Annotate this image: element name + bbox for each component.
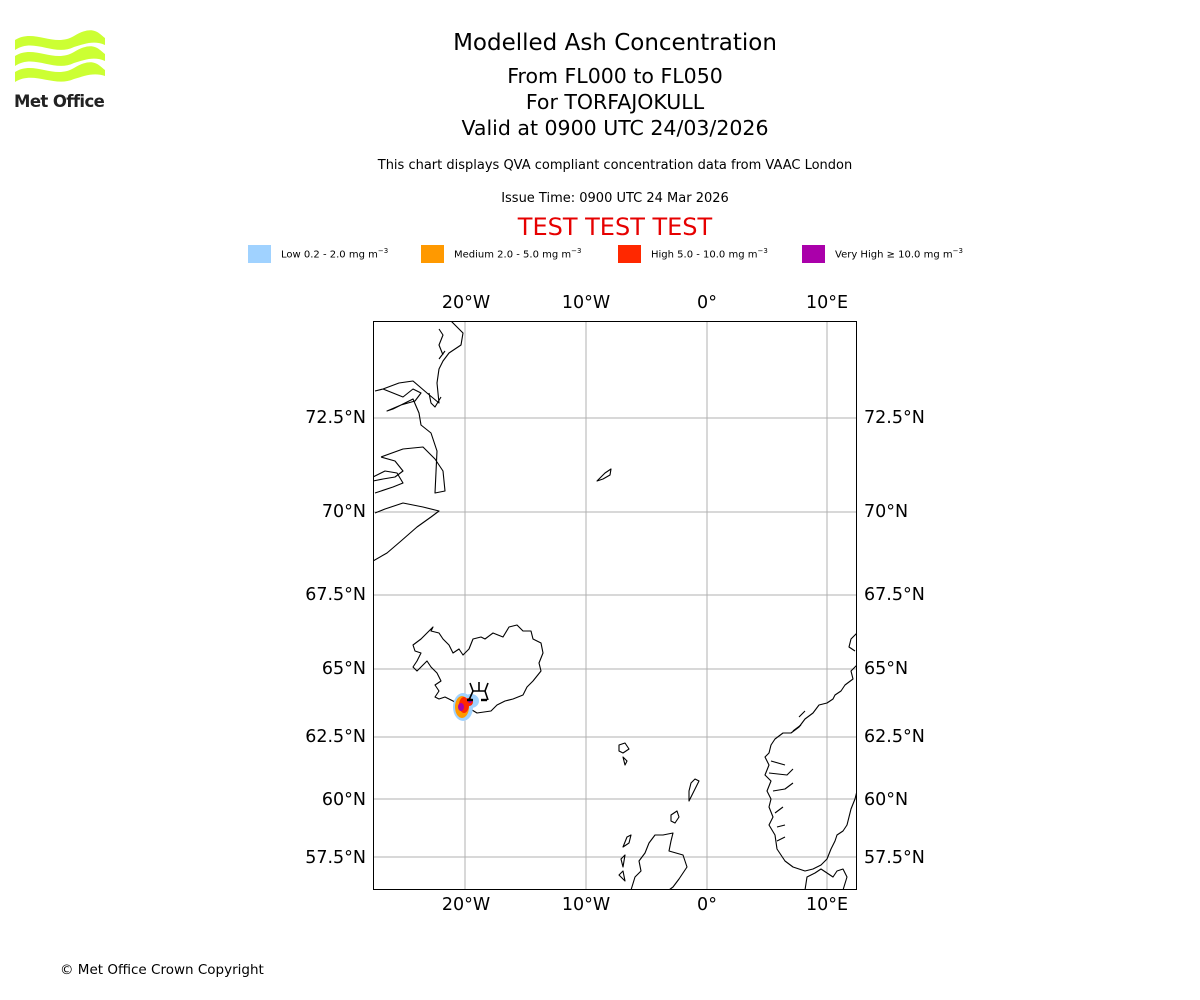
lat-tick-right-57-5: 57.5°N — [864, 848, 925, 868]
lat-tick-right-67-5: 67.5°N — [864, 585, 925, 605]
volcano-name: For TORFAJOKULL — [525, 90, 705, 114]
lat-tick-left-67-5: 67.5°N — [305, 585, 366, 605]
flight-level-range: From FL000 to FL050 — [507, 64, 723, 88]
lat-tick-left-60: 60°N — [321, 790, 366, 810]
lat-tick-right-72-5: 72.5°N — [864, 408, 925, 428]
legend-item-low: Low 0.2 - 2.0 mg m−3 — [248, 244, 388, 264]
chart-title: Modelled Ash Concentration — [453, 30, 777, 56]
lat-tick-right-65: 65°N — [864, 659, 909, 679]
met-office-logo: Met Office — [14, 30, 106, 112]
lat-tick-left-57-5: 57.5°N — [305, 848, 366, 868]
lon-tick-bottom-10w: 10°W — [561, 895, 611, 915]
lat-tick-left-65: 65°N — [321, 659, 366, 679]
norway-coast — [764, 632, 857, 872]
graticule — [373, 321, 857, 890]
lat-tick-left-62-5: 62.5°N — [305, 727, 366, 747]
legend-swatch-medium — [421, 245, 444, 263]
greenland-coast — [373, 321, 464, 562]
norway-fjords — [768, 710, 806, 842]
logo-text: Met Office — [14, 92, 105, 111]
legend-item-high: High 5.0 - 10.0 mg m−3 — [618, 244, 768, 264]
chart-description: This chart displays QVA compliant concen… — [377, 158, 853, 173]
lon-tick-top-20w: 20°W — [441, 293, 491, 313]
map-canvas — [373, 321, 857, 890]
jan-mayen-coast — [596, 468, 612, 482]
scotland-coast — [618, 832, 688, 890]
lat-tick-right-62-5: 62.5°N — [864, 727, 925, 747]
legend-swatch-very-high — [802, 245, 825, 263]
faroe-coast — [618, 742, 630, 766]
lon-tick-top-0: 0° — [697, 293, 717, 313]
legend-swatch-low — [248, 245, 271, 263]
legend-label-medium: Medium 2.0 - 5.0 mg m — [454, 249, 572, 261]
volcano-icon — [467, 682, 489, 702]
met-office-wave-icon — [15, 30, 105, 82]
lon-tick-top-10e: 10°E — [805, 293, 849, 313]
legend-label-very-high: Very High ≥ 10.0 mg m — [835, 249, 953, 261]
iceland-coast — [412, 624, 544, 714]
test-banner: TEST TEST TEST — [517, 213, 713, 241]
shetland-coast — [688, 778, 700, 802]
legend-item-medium: Medium 2.0 - 5.0 mg m−3 — [421, 244, 581, 264]
lon-tick-bottom-20w: 20°W — [441, 895, 491, 915]
lon-tick-bottom-10e: 10°E — [805, 895, 849, 915]
denmark-coast — [804, 868, 848, 890]
lon-tick-top-10w: 10°W — [561, 293, 611, 313]
copyright-footer: © Met Office Crown Copyright — [60, 962, 264, 978]
valid-time: Valid at 0900 UTC 24/03/2026 — [461, 116, 769, 140]
lat-tick-right-60: 60°N — [864, 790, 909, 810]
lat-tick-left-70: 70°N — [321, 502, 366, 522]
legend-swatch-high — [618, 245, 641, 263]
legend-label-low: Low 0.2 - 2.0 mg m — [281, 249, 378, 261]
ash-concentration-map — [373, 321, 857, 890]
orkney-coast — [670, 810, 680, 824]
legend-item-very-high: Very High ≥ 10.0 mg m−3 — [802, 244, 963, 264]
map-frame — [373, 321, 857, 890]
lat-tick-right-70: 70°N — [864, 502, 909, 522]
lat-tick-left-72-5: 72.5°N — [305, 408, 366, 428]
lon-tick-bottom-0: 0° — [697, 895, 717, 915]
issue-time: Issue Time: 0900 UTC 24 Mar 2026 — [501, 191, 729, 206]
legend-label-high: High 5.0 - 10.0 mg m — [651, 249, 758, 261]
